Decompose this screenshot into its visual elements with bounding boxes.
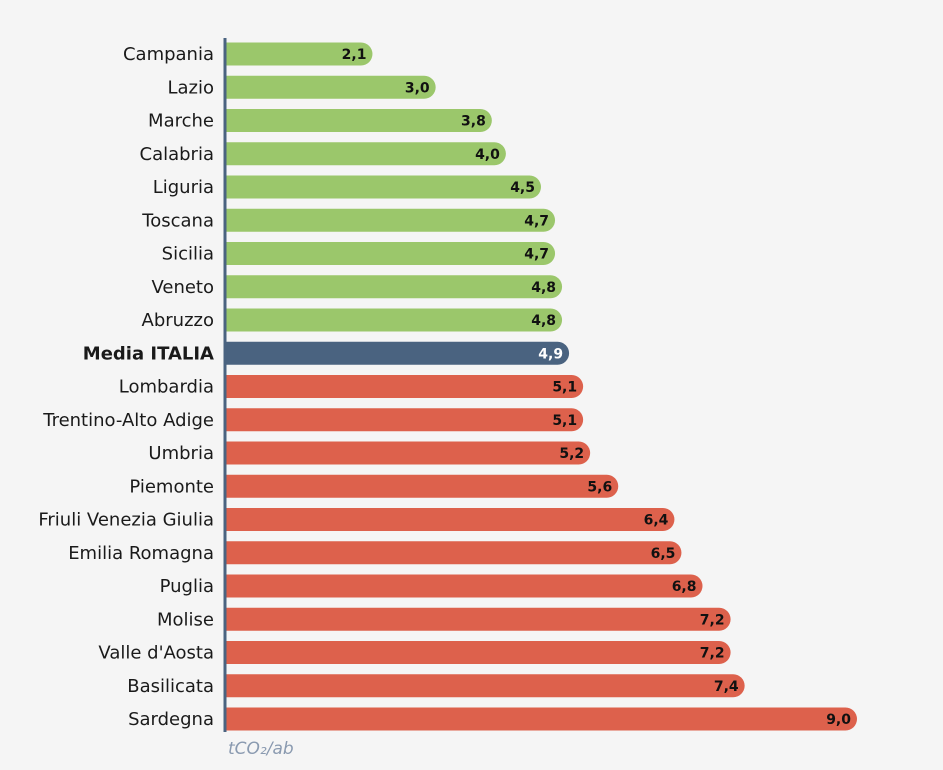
category-labels: Campania Lazio Marche Calabria Liguria Toscan… — [38, 44, 214, 730]
category-label-molise: Molise — [157, 609, 214, 630]
bar-basilicata — [225, 674, 745, 698]
value-label-campania: 2,1 — [342, 47, 367, 63]
bar-molise — [225, 607, 731, 631]
value-label-basilicata: 7,4 — [714, 679, 739, 695]
bar-calabria — [225, 142, 506, 166]
value-label-media-italia: 4,9 — [538, 346, 563, 362]
value-labels: 2,1 3,0 3,8 4,0 4,5 4,7 4,7 4,8 4,8 4,9 5,1 5,1 5,2 5… — [342, 47, 852, 728]
category-label-lombardia: Lombardia — [119, 377, 214, 398]
category-label-umbria: Umbria — [148, 443, 214, 464]
category-label-campania: Campania — [123, 44, 214, 65]
category-label-trentino-alto-adige: Trentino-Alto Adige — [42, 410, 214, 431]
category-label-marche: Marche — [148, 111, 214, 132]
category-label-friuli-venezia-giulia: Friuli Venezia Giulia — [38, 510, 214, 531]
bar-lazio — [225, 75, 436, 99]
bar-valle-d-aosta — [225, 641, 731, 664]
value-label-sicilia: 4,7 — [524, 247, 549, 263]
category-label-valle-d-aosta: Valle d'Aosta — [98, 643, 214, 664]
category-label-emilia-romagna: Emilia Romagna — [68, 543, 214, 564]
bar-sardegna — [225, 707, 858, 731]
bar-campania — [225, 42, 373, 66]
value-label-abruzzo: 4,8 — [531, 313, 556, 329]
value-label-trentino-alto-adige: 5,1 — [552, 413, 577, 429]
category-label-media-italia: Media ITALIA — [83, 343, 214, 364]
category-label-calabria: Calabria — [140, 144, 215, 165]
value-label-puglia: 6,8 — [672, 579, 697, 595]
category-label-piemonte: Piemonte — [129, 476, 214, 497]
bar-veneto — [225, 275, 563, 299]
bar-umbria — [225, 441, 591, 465]
category-label-puglia: Puglia — [160, 576, 214, 597]
bar-puglia — [225, 574, 703, 598]
category-label-basilicata: Basilicata — [127, 676, 214, 697]
value-label-friuli-venezia-giulia: 6,4 — [644, 513, 669, 529]
bar-abruzzo — [225, 308, 563, 332]
value-label-sardegna: 9,0 — [826, 712, 851, 728]
value-label-umbria: 5,2 — [559, 446, 584, 462]
bar-piemonte — [225, 474, 619, 498]
value-label-veneto: 4,8 — [531, 280, 556, 296]
category-label-liguria: Liguria — [153, 177, 214, 198]
category-label-veneto: Veneto — [151, 277, 214, 298]
category-label-sardegna: Sardegna — [128, 709, 214, 730]
bar-sicilia — [225, 242, 556, 265]
value-label-molise: 7,2 — [700, 612, 725, 628]
value-label-lombardia: 5,1 — [552, 380, 577, 396]
category-label-toscana: Toscana — [141, 210, 214, 231]
bar-toscana — [225, 208, 556, 232]
bar-marche — [225, 109, 492, 132]
category-label-sicilia: Sicilia — [162, 244, 214, 265]
value-label-marche: 3,8 — [461, 114, 486, 130]
bar-liguria — [225, 175, 541, 199]
unit-label: tCO₂/ab — [228, 739, 294, 759]
bar-trentino-alto-adige — [225, 408, 584, 432]
category-label-abruzzo: Abruzzo — [142, 310, 214, 331]
bar-media-italia — [225, 341, 570, 365]
value-label-emilia-romagna: 6,5 — [651, 546, 676, 562]
category-label-lazio: Lazio — [167, 77, 214, 98]
value-label-valle-d-aosta: 7,2 — [700, 646, 725, 662]
bar-friuli-venezia-giulia — [225, 508, 675, 531]
value-label-toscana: 4,7 — [524, 213, 549, 229]
value-label-calabria: 4,0 — [475, 147, 500, 163]
bars-group — [225, 42, 858, 731]
value-label-liguria: 4,5 — [510, 180, 535, 196]
value-label-piemonte: 5,6 — [587, 479, 612, 495]
value-label-lazio: 3,0 — [405, 80, 430, 96]
bar-emilia-romagna — [225, 541, 682, 565]
bar-lombardia — [225, 375, 584, 398]
